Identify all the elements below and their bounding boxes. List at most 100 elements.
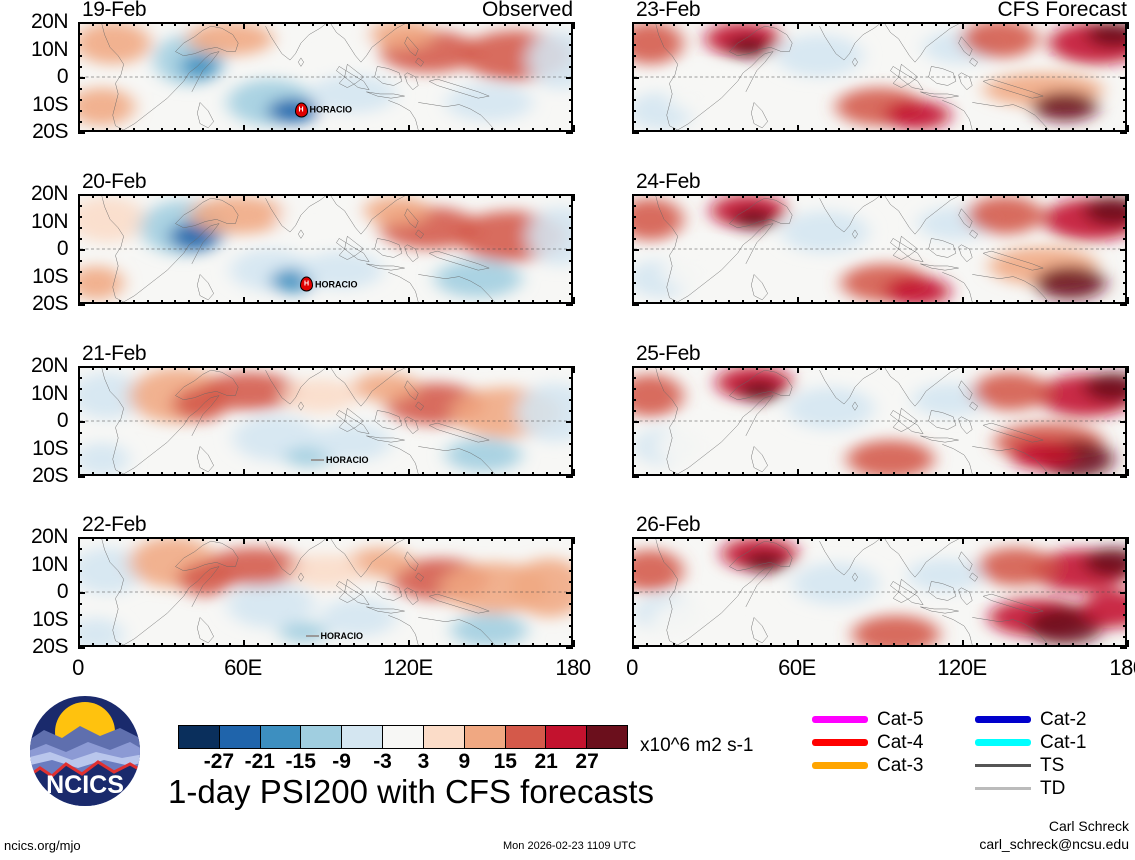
axis-tick	[78, 22, 85, 24]
axis-tick	[852, 366, 854, 370]
axis-tick	[559, 643, 562, 647]
axis-tick	[632, 469, 634, 476]
axis-tick	[1127, 22, 1129, 29]
axis-tick	[810, 128, 813, 132]
axis-tick	[714, 128, 717, 132]
axis-tick	[1123, 443, 1127, 445]
site-link[interactable]: ncics.org/mjo	[4, 838, 81, 853]
axis-tick	[1120, 592, 1127, 594]
axis-tick	[311, 194, 314, 198]
axis-tick	[311, 472, 314, 476]
axis-tick	[865, 194, 868, 198]
axis-tick	[215, 194, 218, 198]
axis-tick	[91, 128, 94, 132]
axis-tick	[566, 304, 573, 306]
axis-tick	[435, 643, 438, 647]
axis-tick	[1127, 537, 1129, 544]
colorbar-segment-4	[342, 726, 384, 748]
axis-tick	[962, 537, 964, 544]
axis-tick	[78, 614, 82, 616]
axis-tick	[1120, 132, 1127, 134]
axis-tick	[632, 366, 639, 368]
axis-tick	[78, 432, 82, 434]
axis-tick	[78, 66, 82, 68]
axis-tick	[742, 366, 744, 370]
axis-tick	[105, 128, 108, 132]
axis-tick	[1044, 472, 1047, 476]
axis-tick	[673, 128, 676, 132]
axis-tick	[215, 537, 218, 541]
axis-tick	[325, 643, 328, 647]
axis-tick	[569, 216, 573, 218]
axis-tick	[490, 300, 493, 304]
axis-tick	[243, 469, 245, 476]
axis-tick	[824, 300, 827, 304]
axis-tick	[810, 22, 813, 26]
axis-tick	[490, 643, 493, 647]
axis-tick	[673, 366, 676, 370]
axis-tick	[78, 537, 85, 539]
axis-tick	[201, 537, 204, 541]
axis-tick	[810, 643, 813, 647]
axis-tick	[632, 592, 639, 594]
axis-tick	[476, 472, 479, 476]
axis-tick	[188, 128, 190, 132]
axis-tick	[78, 647, 85, 649]
axis-tick	[463, 128, 465, 132]
axis-tick	[1120, 476, 1127, 478]
axis-tick	[105, 537, 108, 541]
axis-tick	[78, 33, 82, 35]
axis-tick	[78, 592, 85, 594]
colorbar-tick-15: 15	[493, 750, 517, 773]
axis-tick	[797, 640, 799, 647]
axis-tick	[632, 33, 636, 35]
axis-tick	[339, 643, 342, 647]
axis-tick	[934, 300, 937, 304]
axis-tick	[366, 366, 369, 370]
axis-tick	[78, 581, 82, 583]
axis-tick	[545, 643, 548, 647]
axis-tick	[243, 194, 245, 201]
axis-tick	[755, 300, 758, 304]
colorbar-tick--9: -9	[332, 750, 351, 773]
axis-tick	[78, 216, 82, 218]
colorbar-segment-1	[219, 726, 261, 748]
axis-tick	[78, 194, 80, 201]
axis-tick	[380, 643, 383, 647]
axis-tick	[934, 643, 937, 647]
axis-tick	[810, 194, 813, 198]
axis-tick	[421, 194, 424, 198]
axis-tick	[632, 537, 639, 539]
axis-tick	[1120, 249, 1127, 251]
axis-tick	[742, 537, 744, 541]
axis-tick	[1127, 194, 1129, 201]
axis-tick	[146, 194, 149, 198]
axis-tick	[700, 22, 703, 26]
axis-tick	[1127, 366, 1129, 373]
colorbar-segment-2	[260, 726, 302, 748]
axis-tick	[673, 22, 676, 26]
axis-tick	[566, 77, 573, 79]
axis-tick	[229, 366, 232, 370]
author-email[interactable]: carl_schreck@ncsu.edu	[979, 836, 1129, 852]
axis-tick	[146, 300, 149, 304]
axis-tick	[700, 128, 703, 132]
axis-tick	[645, 300, 648, 304]
axis-tick	[1123, 260, 1127, 262]
y-tick-label-20s: 20S	[32, 120, 68, 143]
colorbar-segment-9	[546, 726, 588, 748]
axis-tick	[879, 366, 882, 370]
axis-tick	[1113, 128, 1116, 132]
axis-tick	[920, 537, 923, 541]
axis-tick	[742, 643, 744, 647]
axis-tick	[569, 99, 573, 101]
axis-tick	[78, 410, 82, 412]
axis-tick	[504, 128, 507, 132]
x-tick-label-1-180: 180	[1109, 655, 1135, 680]
axis-tick	[1099, 643, 1102, 647]
axis-tick	[569, 271, 573, 273]
legend-entry-cat-4: Cat-4	[812, 731, 923, 754]
storm-legend-column-left: Cat-5 Cat-4 Cat-3	[812, 708, 923, 777]
y-tick-label-10s: 10S	[32, 264, 68, 288]
axis-tick	[160, 643, 163, 647]
